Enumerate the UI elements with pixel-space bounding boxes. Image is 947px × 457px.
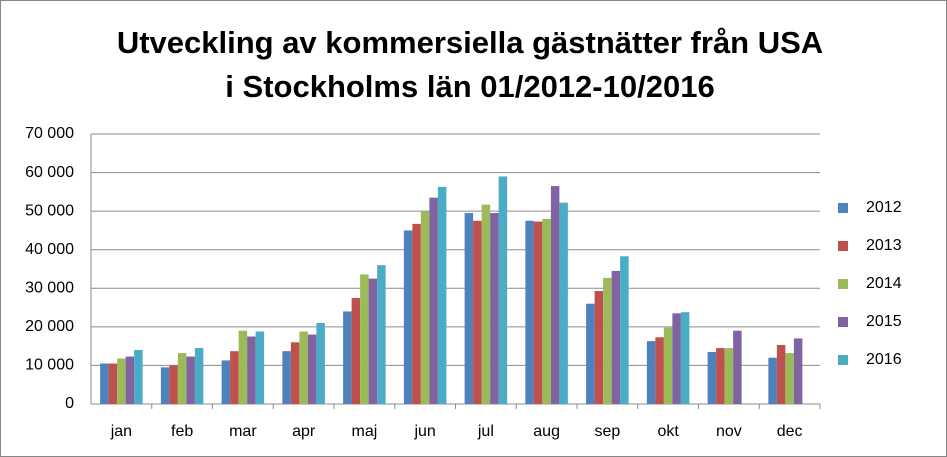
bar — [707, 351, 717, 404]
x-tick-label: aug — [533, 423, 560, 440]
bar — [655, 337, 664, 404]
bar — [108, 363, 118, 404]
legend-label: 2016 — [866, 351, 902, 368]
bar — [663, 327, 673, 404]
bar — [680, 312, 690, 404]
bar — [498, 176, 508, 404]
legend-swatch — [838, 355, 848, 365]
bar — [733, 330, 742, 404]
bar — [343, 311, 352, 404]
x-tick-label: sep — [594, 423, 620, 440]
bar — [464, 213, 474, 404]
x-tick-label: nov — [716, 423, 742, 440]
chart-title: Utveckling av kommersiella gästnätter fr… — [117, 25, 823, 60]
bar — [429, 197, 438, 404]
bar — [177, 353, 187, 404]
legend-label: 2015 — [866, 313, 902, 330]
bar — [100, 363, 109, 404]
bar — [299, 331, 308, 404]
y-tick-label: 40 000 — [25, 241, 74, 258]
x-tick-label: feb — [171, 423, 193, 440]
legend-swatch — [838, 279, 848, 289]
x-tick-label: mar — [229, 423, 257, 440]
bar — [377, 265, 386, 404]
bar — [169, 365, 178, 404]
bar — [412, 223, 421, 404]
bar — [646, 341, 656, 404]
bar — [368, 278, 378, 404]
bar — [525, 220, 534, 404]
bar — [117, 358, 126, 404]
bar — [125, 356, 135, 404]
x-tick-label: dec — [777, 423, 803, 440]
bar — [533, 221, 543, 404]
bar — [186, 356, 195, 404]
bar — [490, 213, 499, 404]
bar — [724, 348, 734, 404]
bar — [793, 338, 803, 404]
bar — [716, 348, 725, 404]
bar — [559, 202, 568, 404]
bar — [360, 274, 369, 404]
bar — [255, 331, 265, 404]
bar — [481, 204, 491, 404]
y-tick-label: 30 000 — [25, 280, 74, 297]
legend-label: 2012 — [866, 199, 902, 216]
bar — [160, 367, 170, 404]
bar — [134, 350, 143, 404]
bar — [586, 303, 595, 404]
y-tick-label: 0 — [65, 395, 74, 412]
bar — [420, 211, 430, 404]
bar — [594, 290, 604, 404]
x-tick-label: jun — [413, 423, 435, 440]
bar — [611, 270, 621, 404]
legend-label: 2014 — [866, 275, 902, 292]
bar — [221, 360, 231, 404]
bar — [194, 348, 204, 404]
bar — [672, 313, 681, 404]
bar — [776, 344, 786, 404]
bar — [351, 297, 361, 404]
bar — [238, 330, 248, 404]
legend-label: 2013 — [866, 237, 902, 254]
legend-swatch — [838, 317, 848, 327]
y-tick-label: 10 000 — [25, 357, 74, 374]
bar — [603, 277, 612, 404]
bar — [542, 218, 551, 404]
bar — [282, 351, 291, 404]
y-tick-label: 20 000 — [25, 318, 74, 335]
bar — [768, 357, 777, 404]
legend-swatch — [838, 203, 848, 213]
bar — [403, 230, 413, 404]
bar — [316, 323, 325, 404]
bar — [290, 342, 300, 404]
x-tick-label: jan — [110, 423, 132, 440]
bar — [785, 353, 794, 404]
bar — [620, 256, 629, 404]
x-tick-label: maj — [351, 423, 377, 440]
legend-swatch — [838, 241, 848, 251]
chart-title: i Stockholms län 01/2012-10/2016 — [225, 69, 714, 104]
bar — [473, 220, 482, 404]
y-tick-label: 60 000 — [25, 164, 74, 181]
bar — [437, 186, 447, 404]
x-tick-label: jul — [477, 423, 494, 440]
bar — [307, 334, 317, 404]
bar — [550, 186, 560, 404]
bar — [230, 351, 239, 404]
x-tick-label: apr — [292, 423, 316, 440]
y-tick-label: 50 000 — [25, 202, 74, 219]
y-tick-label: 70 000 — [25, 125, 74, 142]
bar — [247, 336, 256, 404]
x-tick-label: okt — [657, 423, 679, 440]
